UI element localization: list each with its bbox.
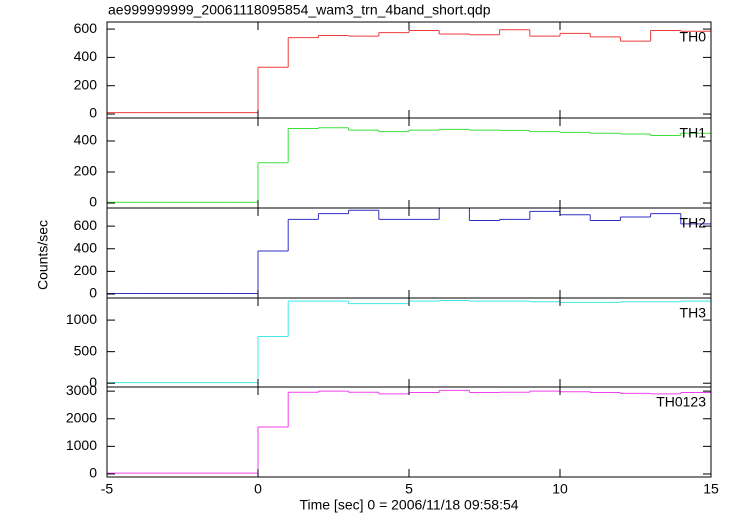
x-tick-label: 15 <box>703 481 719 497</box>
y-tick-label: 0 <box>89 465 97 481</box>
y-tick-label: 0 <box>89 285 97 301</box>
y-tick-label: 3000 <box>66 382 97 398</box>
series-label: TH3 <box>680 305 707 321</box>
x-tick-label: 10 <box>552 481 568 497</box>
y-tick-label: 200 <box>74 163 98 179</box>
chart-title: ae999999999_20061118095854_wam3_trn_4ban… <box>108 2 491 18</box>
y-tick-label: 200 <box>74 76 98 92</box>
y-tick-label: 600 <box>74 217 98 233</box>
y-axis-label: Counts/sec <box>35 220 51 290</box>
y-tick-label: 0 <box>89 194 97 210</box>
y-tick-label: 1000 <box>66 437 97 453</box>
series-label: TH0123 <box>656 394 706 410</box>
step-riser <box>257 29 682 113</box>
x-tick-label: -5 <box>101 481 114 497</box>
y-tick-label: 400 <box>74 132 98 148</box>
y-tick-label: 1000 <box>66 311 97 327</box>
y-tick-label: 400 <box>74 48 98 64</box>
y-tick-label: 600 <box>74 20 98 36</box>
y-tick-label: 500 <box>74 342 98 358</box>
y-tick-label: 0 <box>89 374 97 390</box>
step-riser <box>257 127 682 203</box>
x-tick-label: 0 <box>254 481 262 497</box>
series-label: TH2 <box>680 215 707 231</box>
y-tick-label: 200 <box>74 262 98 278</box>
x-axis-label: Time [sec] 0 = 2006/11/18 09:58:54 <box>299 497 518 513</box>
y-tick-label: 400 <box>74 239 98 255</box>
y-tick-label: 2000 <box>66 409 97 425</box>
series-label: TH0 <box>680 29 707 45</box>
series-label: TH1 <box>680 125 707 141</box>
x-tick-label: 5 <box>405 481 413 497</box>
y-tick-label: 0 <box>89 105 97 121</box>
